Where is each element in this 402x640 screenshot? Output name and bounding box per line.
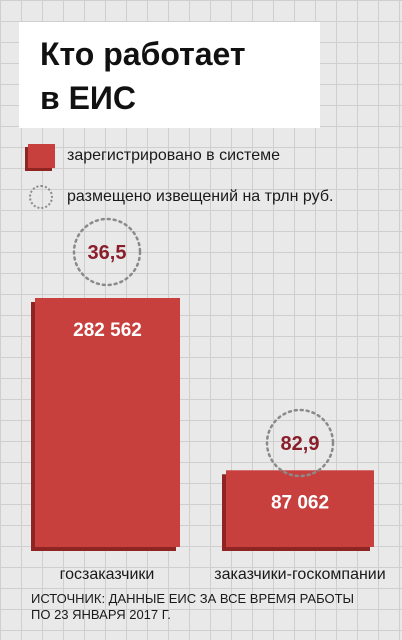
notice-value-label: 36,5	[88, 242, 127, 264]
dotted-circle-icon	[29, 185, 53, 209]
notice-value-label: 82,9	[281, 433, 320, 455]
notice-circle	[72, 217, 142, 287]
source-note: Источник: данные ЕИС за все время работы…	[31, 591, 355, 622]
title-box: Кто работает в ЕИС	[19, 22, 320, 128]
bar	[35, 298, 180, 547]
legend-label-notices: размещено извещений на трлн руб.	[67, 188, 334, 205]
bar-value-label: 282 562	[73, 320, 142, 341]
bar-value-label: 87 062	[271, 492, 329, 513]
title-line-1: Кто работает	[40, 36, 246, 72]
category-label: госзаказчики	[60, 566, 155, 583]
legend-item-registered: зарегистрировано в системе	[28, 144, 280, 168]
notice-circle	[265, 408, 335, 478]
legend-item-notices: размещено извещений на трлн руб.	[28, 185, 333, 209]
title-line-2: в ЕИС	[40, 80, 137, 116]
bar	[226, 470, 374, 547]
bar-swatch-icon	[28, 144, 55, 168]
legend-label-registered: зарегистрировано в системе	[67, 147, 280, 164]
category-label: заказчики-госкомпании	[214, 566, 385, 583]
